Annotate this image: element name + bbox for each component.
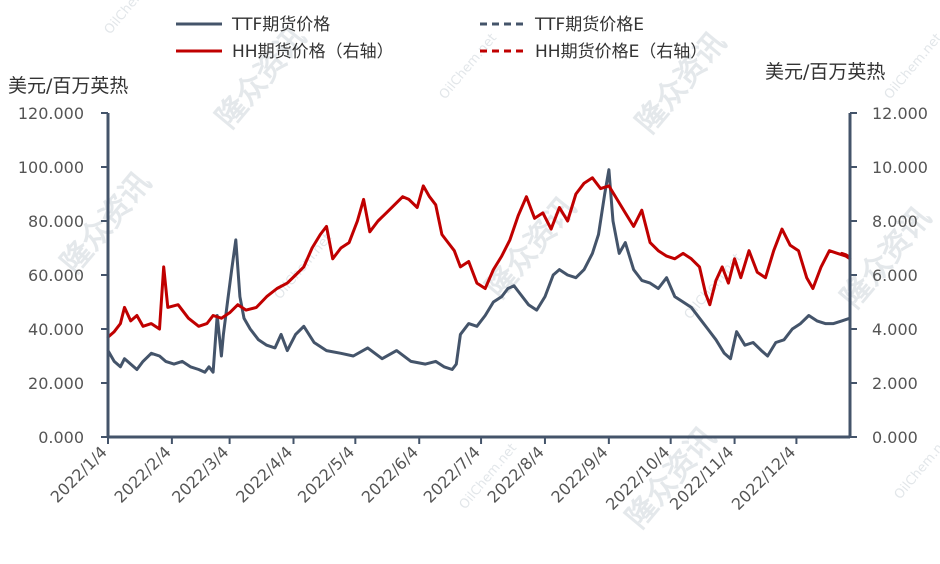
x-tick-label: 2022/1/4	[47, 442, 111, 506]
x-tick-label: 2022/9/4	[547, 442, 611, 506]
left-tick-label: 60.000	[28, 266, 84, 285]
x-tick-label: 2022/6/4	[358, 442, 422, 506]
right-tick-label: 8.000	[872, 212, 918, 231]
x-tick-label: 2022/4/4	[232, 442, 296, 506]
legend-label-ttf-e: TTF期货价格E	[534, 15, 644, 35]
watermark-site: OilChem.net	[102, 0, 165, 38]
left-tick-label: 20.000	[28, 374, 84, 393]
right-tick-label: 6.000	[872, 266, 918, 285]
right-tick-label: 2.000	[872, 374, 918, 393]
left-tick-label: 0.000	[38, 428, 84, 447]
right-axis-unit: 美元/百万英热	[765, 61, 885, 83]
series-line-HH期货价格（右轴）	[106, 176, 852, 339]
right-tick-label: 12.000	[872, 104, 928, 123]
axes: 0.000 20.000 40.000 60.000 80.000 100.000 120.…	[18, 104, 928, 514]
left-tick-label: 40.000	[28, 320, 84, 339]
series-line-TTF期货价格	[106, 168, 852, 374]
legend-label-hh-e: HH期货价格E（右轴）	[535, 42, 707, 62]
right-tick-label: 0.000	[872, 428, 918, 447]
legend-label-hh: HH期货价格（右轴）	[232, 42, 394, 62]
watermark-site: OilChem.net	[882, 31, 940, 103]
legend: TTF期货价格 TTF期货价格E HH期货价格（右轴） HH期货价格E（右轴）	[176, 15, 707, 62]
left-tick-label: 80.000	[28, 212, 84, 231]
x-tick-label: 2022/3/4	[168, 442, 232, 506]
x-tick-label: 2022/2/4	[110, 442, 174, 506]
x-tick-label: 2022/12/4	[728, 442, 799, 513]
watermark-brand: 隆众资讯	[209, 21, 313, 135]
left-tick-label: 120.000	[18, 104, 84, 123]
x-tick-label: 2022/5/4	[294, 442, 358, 506]
right-tick-label: 10.000	[872, 158, 928, 177]
plot-area	[106, 168, 852, 374]
right-tick-label: 4.000	[872, 320, 918, 339]
left-tick-label: 100.000	[18, 158, 84, 177]
left-axis-unit: 美元/百万英热	[8, 75, 128, 97]
watermark-site: OilChem.net	[437, 31, 500, 103]
legend-label-ttf: TTF期货价格	[231, 15, 330, 35]
ttf-series	[106, 168, 852, 374]
